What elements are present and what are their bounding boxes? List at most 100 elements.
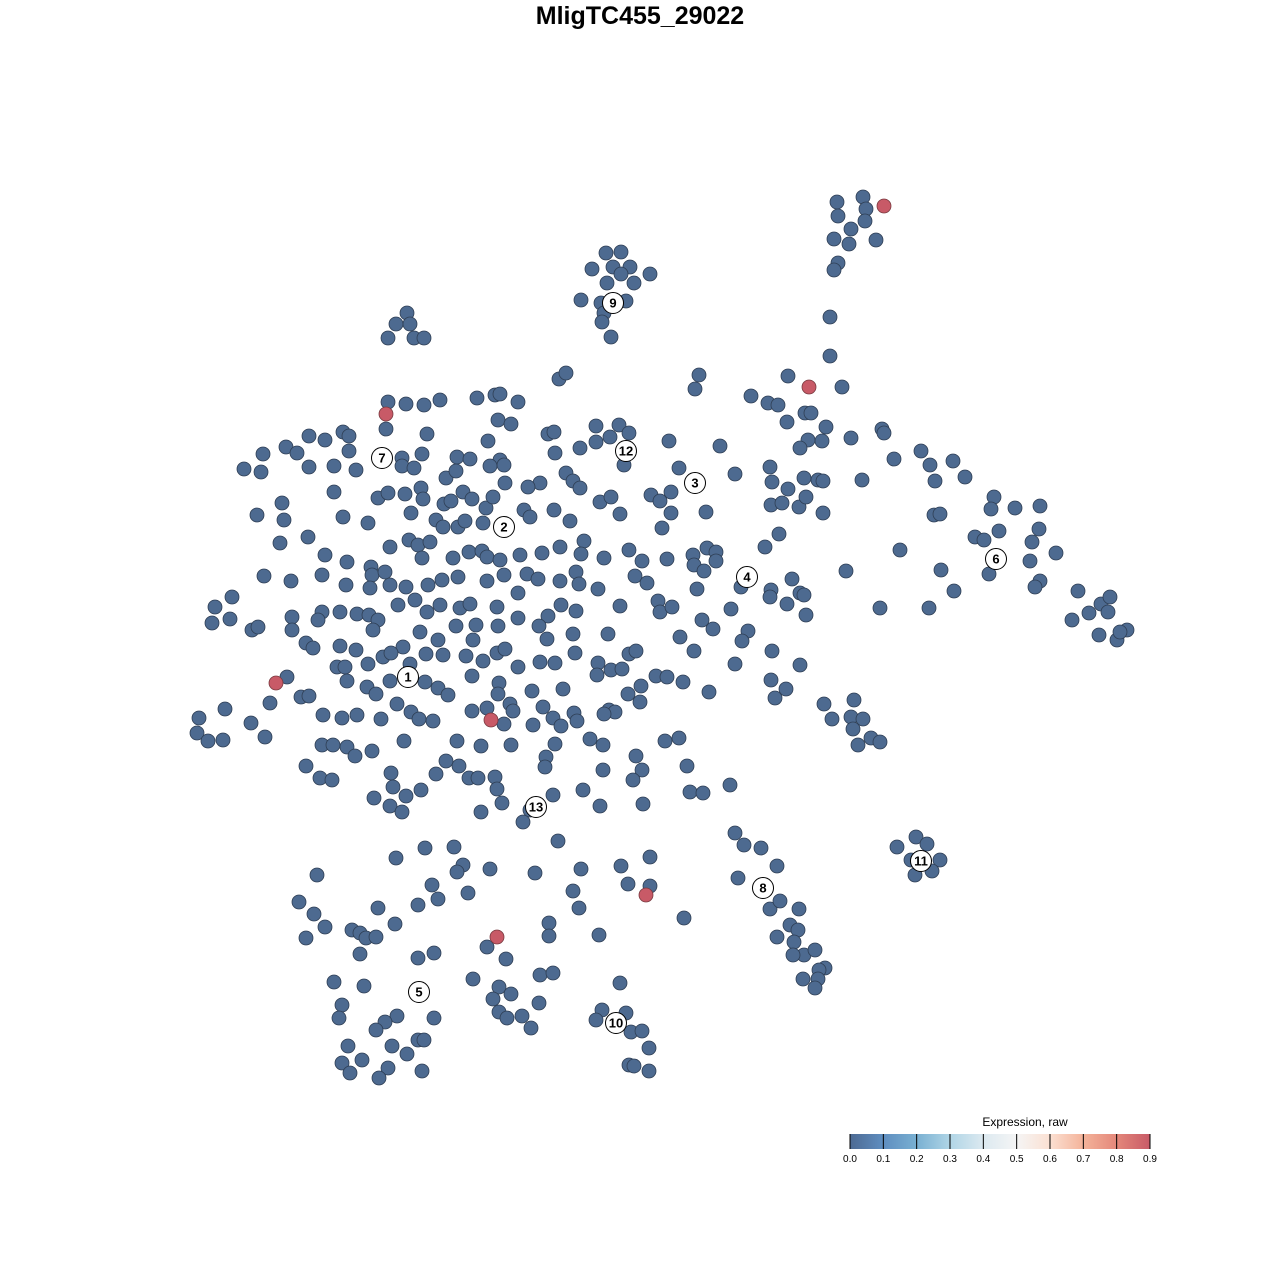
data-point — [449, 864, 465, 880]
data-point — [496, 567, 512, 583]
data-point — [652, 493, 668, 509]
data-point — [412, 624, 428, 640]
data-point — [1007, 500, 1023, 516]
data-point — [396, 733, 412, 749]
data-point — [573, 292, 589, 308]
cluster-label: 13 — [525, 796, 547, 818]
data-point — [262, 695, 278, 711]
data-point — [552, 539, 568, 555]
data-point — [868, 232, 884, 248]
data-point — [695, 785, 711, 801]
data-point — [705, 621, 721, 637]
cluster-label-text: 8 — [759, 881, 766, 896]
data-point — [503, 986, 519, 1002]
data-point — [457, 513, 473, 529]
data-point — [701, 684, 717, 700]
data-point — [803, 405, 819, 421]
data-point — [469, 390, 485, 406]
data-point — [762, 901, 778, 917]
data-point — [634, 553, 650, 569]
data-point — [217, 701, 233, 717]
data-point — [368, 686, 384, 702]
data-point — [613, 858, 629, 874]
data-point — [764, 643, 780, 659]
data-point — [539, 631, 555, 647]
data-point — [626, 1058, 642, 1074]
data-point — [621, 542, 637, 558]
data-point — [946, 583, 962, 599]
data-point — [727, 825, 743, 841]
data-point — [341, 443, 357, 459]
data-point — [403, 505, 419, 521]
data-point — [255, 446, 271, 462]
data-point — [763, 672, 779, 688]
cluster-label-text: 9 — [609, 296, 616, 311]
data-point — [571, 900, 587, 916]
data-point — [380, 330, 396, 346]
data-point — [465, 971, 481, 987]
data-point — [407, 592, 423, 608]
data-point — [613, 244, 629, 260]
data-point — [843, 221, 859, 237]
cluster-label-text: 12 — [619, 444, 633, 459]
cluster-label: 6 — [985, 548, 1007, 570]
data-point — [354, 1052, 370, 1068]
data-point — [249, 507, 265, 523]
data-point — [449, 733, 465, 749]
data-point — [310, 612, 326, 628]
data-point — [342, 1065, 358, 1081]
data-point — [919, 836, 935, 852]
data-point — [663, 484, 679, 500]
data-point — [654, 520, 670, 536]
data-point — [1102, 589, 1118, 605]
data-point — [537, 759, 553, 775]
data-point — [485, 991, 501, 1007]
cluster-label: 3 — [684, 472, 706, 494]
data-point — [365, 622, 381, 638]
data-point — [686, 643, 702, 659]
data-point — [200, 733, 216, 749]
data-point — [314, 567, 330, 583]
cluster-label: 4 — [736, 566, 758, 588]
data-point — [807, 980, 823, 996]
data-point — [722, 777, 738, 793]
data-point — [600, 626, 616, 642]
data-point — [798, 607, 814, 623]
data-point — [913, 443, 929, 459]
colorbar-tick-label: 0.0 — [843, 1154, 857, 1165]
data-point — [932, 506, 948, 522]
data-point — [671, 460, 687, 476]
data-point — [479, 573, 495, 589]
data-point — [826, 262, 842, 278]
data-point — [588, 1012, 604, 1028]
colorbar-tick-label: 0.6 — [1043, 1154, 1057, 1165]
data-point — [416, 330, 432, 346]
data-point — [432, 392, 448, 408]
data-point — [426, 945, 442, 961]
data-point — [496, 457, 512, 473]
data-point — [769, 929, 785, 945]
data-point — [547, 736, 563, 752]
data-point — [485, 489, 501, 505]
data-point — [767, 690, 783, 706]
data-point — [792, 440, 808, 456]
data-point — [388, 316, 404, 332]
cluster-label-text: 13 — [529, 800, 543, 815]
data-point — [743, 388, 759, 404]
data-point — [621, 425, 637, 441]
data-point — [415, 491, 431, 507]
data-point — [730, 870, 746, 886]
data-point — [591, 927, 607, 943]
data-point — [410, 897, 426, 913]
cluster-label-text: 11 — [914, 854, 928, 869]
data-point — [696, 563, 712, 579]
data-point — [771, 526, 787, 542]
data-point — [360, 656, 376, 672]
data-point — [546, 502, 562, 518]
data-point — [634, 762, 650, 778]
data-point — [664, 599, 680, 615]
data-point — [243, 715, 259, 731]
data-point — [398, 579, 414, 595]
data-point — [510, 610, 526, 626]
